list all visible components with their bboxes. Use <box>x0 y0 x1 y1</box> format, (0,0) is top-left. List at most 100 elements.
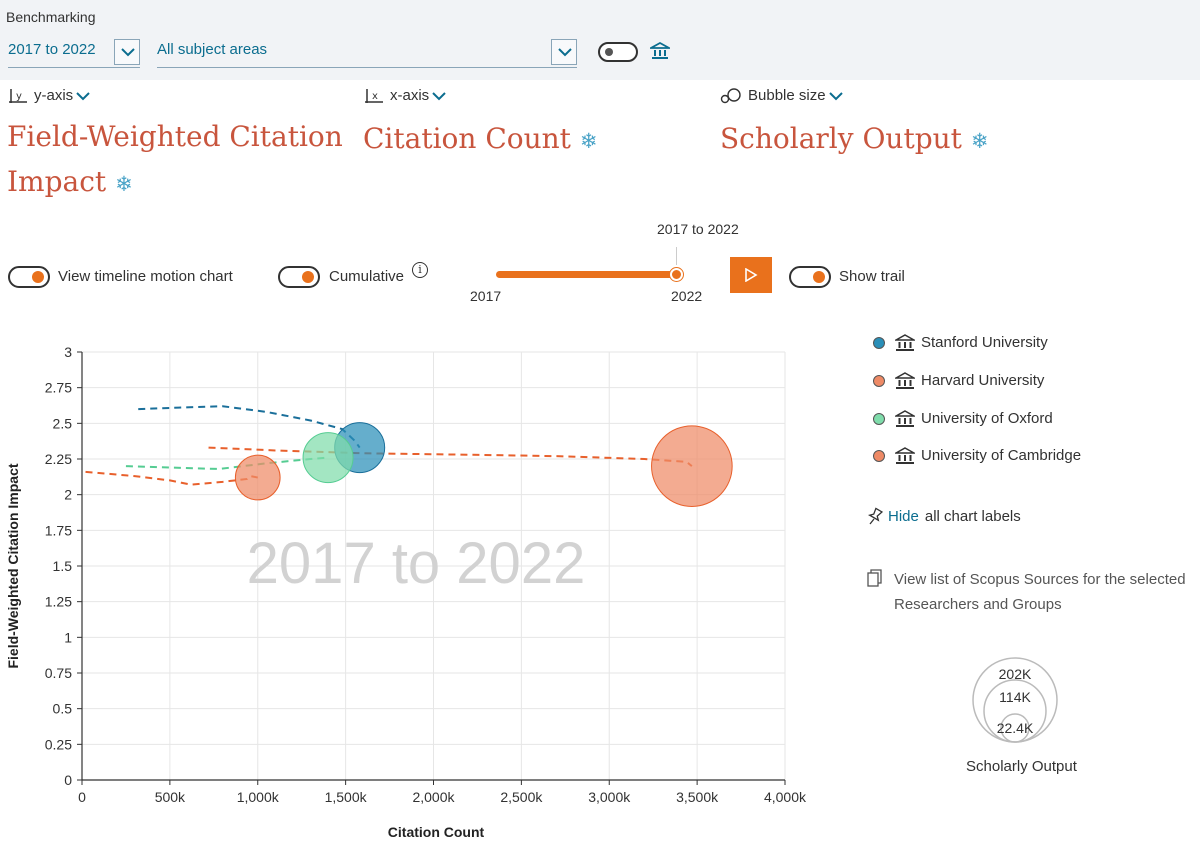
svg-text:y: y <box>16 91 22 102</box>
y-tick-label: 3 <box>64 344 72 360</box>
year-range-slider[interactable] <box>496 271 676 278</box>
x-metric-title[interactable]: Citation Count ❄ <box>363 116 597 164</box>
subject-area-select[interactable]: All subject areas <box>157 38 577 68</box>
y-tick-label: 2.25 <box>45 451 72 467</box>
x-metric-name: Citation Count <box>363 122 571 155</box>
size-metric-title[interactable]: Scholarly Output ❄ <box>720 116 988 164</box>
toggle-knob <box>32 271 44 283</box>
institution-icon[interactable] <box>650 41 670 61</box>
document-list-icon <box>867 569 882 587</box>
toggle-knob <box>605 48 613 56</box>
hide-labels-row: Hide all chart labels <box>866 507 1021 527</box>
chevron-down-icon <box>828 91 843 100</box>
y-tick-label: 2.75 <box>45 380 72 396</box>
pin-icon <box>867 507 884 525</box>
subject-dropdown-button[interactable] <box>551 39 577 65</box>
hide-labels-link[interactable]: Hide <box>888 507 919 525</box>
y-tick-label: 2 <box>64 487 72 503</box>
show-trail-toggle[interactable] <box>789 266 831 288</box>
size-ring-label: 202K <box>999 666 1032 682</box>
institution-icon <box>895 447 915 465</box>
y-tick-label: 1.25 <box>45 594 72 610</box>
legend-color-dot <box>873 450 885 463</box>
institution-toggle[interactable] <box>598 42 638 62</box>
x-axis-selector[interactable]: x x-axis <box>364 87 446 104</box>
x-axis-icon: x <box>365 89 383 104</box>
series-trail <box>208 446 693 467</box>
slider-tick <box>676 247 677 265</box>
timeline-motion-label: View timeline motion chart <box>58 268 233 285</box>
y-metric-title[interactable]: Field-Weighted Citation Impact ❄ <box>7 114 347 207</box>
subject-area-value: All subject areas <box>157 41 268 58</box>
bubble-point <box>234 454 281 501</box>
x-tick-label: 3,000k <box>588 789 631 805</box>
cumulative-toggle[interactable] <box>278 266 320 288</box>
chevron-down-icon <box>76 91 90 100</box>
bubble-point <box>302 432 354 484</box>
slider-period-label: 2017 to 2022 <box>657 221 739 237</box>
slider-handle[interactable] <box>670 268 683 281</box>
slider-end-label: 2022 <box>671 288 703 304</box>
y-tick-label: 1.5 <box>53 558 73 574</box>
bubble-chart: 2017 to 2022 0 0.25 0.5 0.75 1 1.25 1.5 1.75 2 2.2… <box>5 344 807 840</box>
scopus-sources-text: View list of Scopus Sources for the sele… <box>894 571 1186 613</box>
play-icon <box>745 268 758 282</box>
size-ring-label: 22.4K <box>997 720 1034 736</box>
snowflake-icon: ❄ <box>970 129 989 153</box>
legend-color-dot <box>873 337 885 350</box>
legend-label: Stanford University <box>921 334 1048 351</box>
period-select[interactable]: 2017 to 2022 <box>8 38 140 68</box>
institution-icon <box>895 334 915 352</box>
slider-start-label: 2017 <box>470 288 502 304</box>
legend-label: University of Cambridge <box>921 447 1082 464</box>
legend-color-dot <box>873 375 885 388</box>
toggle-knob <box>302 271 314 283</box>
y-axis-label: y-axis <box>34 87 74 104</box>
size-ring <box>1000 713 1030 743</box>
x-tick-label: 1,500k <box>325 789 368 805</box>
legend-label: Harvard University <box>921 372 1045 389</box>
x-tick-label: 3,500k <box>676 789 719 805</box>
series-trail <box>125 456 329 470</box>
info-icon[interactable]: i <box>412 262 428 278</box>
snowflake-icon: ❄ <box>579 129 598 153</box>
toggle-knob <box>813 271 825 283</box>
legend-item[interactable]: Harvard University <box>873 372 1044 390</box>
y-axis-icon: y <box>9 89 27 104</box>
timeline-motion-toggle[interactable] <box>8 266 50 288</box>
institution-icon <box>895 410 915 428</box>
y-axis-selector[interactable]: y y-axis <box>8 87 90 104</box>
x-tick-label: 2,500k <box>500 789 543 805</box>
period-watermark: 2017 to 2022 <box>247 531 586 596</box>
bubble-point <box>651 425 733 507</box>
period-dropdown-button[interactable] <box>114 39 140 65</box>
legend-item[interactable]: University of Oxford <box>873 410 1053 428</box>
chevron-down-icon <box>121 48 135 57</box>
y-tick-label: 0 <box>64 772 72 788</box>
hide-labels-text: all chart labels <box>924 507 1021 525</box>
series-trail <box>85 470 258 486</box>
x-tick-label: 4,000k <box>764 789 807 805</box>
x-axis-title: Citation Count <box>388 824 485 840</box>
x-tick-label: 1,000k <box>237 789 280 805</box>
y-tick-label: 0.75 <box>45 665 72 681</box>
svg-text:x: x <box>372 91 378 102</box>
chevron-down-icon <box>432 91 446 100</box>
bubble-size-label: Bubble size <box>748 87 826 104</box>
size-metric-name: Scholarly Output <box>720 122 962 155</box>
legend-color-dot <box>873 413 885 426</box>
benchmarking-toolbar: Benchmarking 2017 to 2022 All subject ar… <box>0 0 1200 80</box>
bubble-size-legend: 202K 114K 22.4K <box>972 657 1058 743</box>
bubble-size-icon <box>720 88 741 104</box>
bubble-size-selector[interactable]: Bubble size <box>720 87 843 104</box>
legend-item[interactable]: Stanford University <box>873 334 1048 352</box>
play-button[interactable] <box>730 257 772 293</box>
legend-item[interactable]: University of Cambridge <box>873 447 1081 465</box>
size-ring-label: 114K <box>999 689 1031 705</box>
cumulative-label: Cumulative <box>329 268 405 285</box>
x-tick-label: 2,000k <box>412 789 455 805</box>
period-value: 2017 to 2022 <box>8 41 96 58</box>
y-tick-label: 1 <box>64 629 72 645</box>
snowflake-icon: ❄ <box>115 172 133 196</box>
y-tick-label: 1.75 <box>45 522 72 538</box>
